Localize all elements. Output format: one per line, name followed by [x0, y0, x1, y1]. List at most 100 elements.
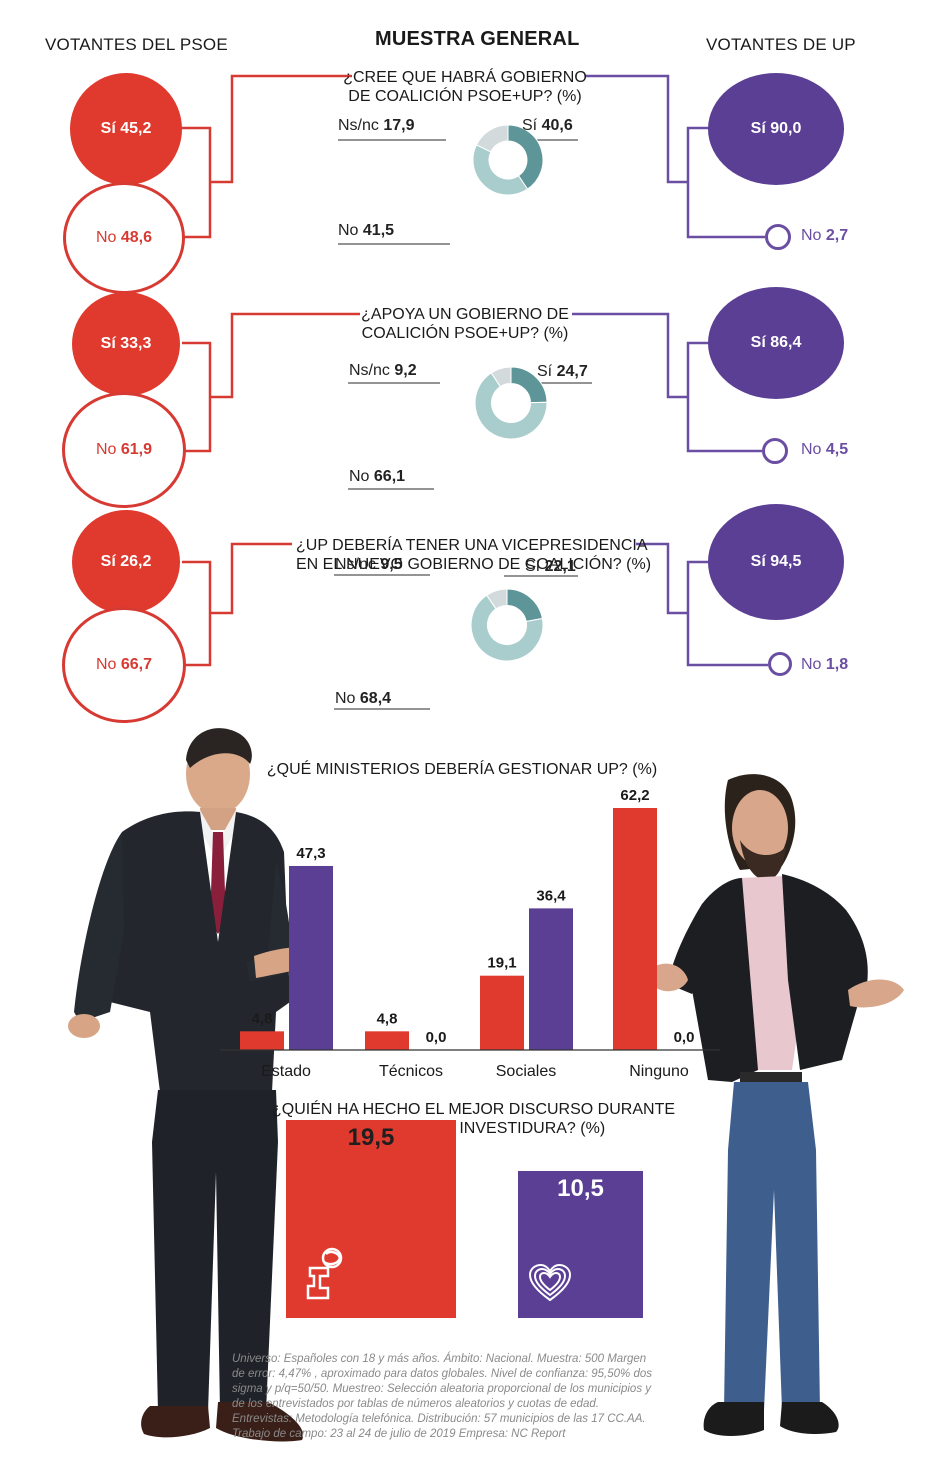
q2-title-line1: ¿APOYA UN GOBIERNO DE [361, 306, 569, 323]
q1-up-no-value: 2,7 [825, 227, 849, 244]
q2-title: ¿APOYA UN GOBIERNO DE COALICIÓN PSOE+UP?… [355, 305, 575, 343]
bar-ninguno-series1 [613, 808, 657, 1050]
q3-up-no: No 1,8 [801, 656, 848, 674]
article-column-edge [932, 0, 940, 1481]
bar-value-label: 4,8 [252, 1010, 273, 1027]
q2-psoe-no-circle: No 61,9 [62, 392, 186, 508]
ministries-title: ¿QUÉ MINISTERIOS DEBERÍA GESTIONAR UP? (… [266, 761, 658, 778]
bar-value-label: 36,4 [536, 887, 566, 904]
q3-title: ¿UP DEBERÍA TENER UNA VICEPRESIDENCIA EN… [296, 536, 652, 574]
q1-title-line1: ¿CREE QUE HABRÁ GOBIERNO [343, 69, 587, 86]
psoe-voters-header: VOTANTES DEL PSOE [45, 35, 228, 54]
donut-slice-s [506, 588, 543, 623]
donut-slice-no [474, 372, 548, 440]
up-voters-header: VOTANTES DE UP [706, 35, 856, 54]
donut-slice-no [472, 144, 529, 196]
ministries-bar-chart: 4,8 47,3 Estado 4,8 0,0 Técnicos 19,1 36,4 Socia… [220, 787, 720, 1080]
q3-up-si-circle: Sí 94,5 [708, 504, 844, 620]
q3-up-no-circle [768, 652, 792, 676]
q3-donut-chart [470, 588, 544, 662]
donut-slice-nsnc [486, 588, 508, 610]
q1-up-no-label: No [801, 227, 822, 244]
q3-no-label: No [335, 690, 356, 707]
q3-general-no: No 68,4 [335, 690, 391, 708]
q2-psoe-si-value: 33,3 [120, 335, 152, 352]
q2-psoe-si-label: Sí [100, 335, 116, 352]
q1-general-no: No 41,5 [338, 222, 394, 240]
pedro-sanchez-photo [68, 728, 320, 1442]
q1-up-no: No 2,7 [801, 227, 848, 245]
q1-donut-chart [472, 124, 544, 196]
q1-up-si-circle: Sí 90,0 [708, 73, 844, 185]
q1-no-value: 41,5 [362, 222, 395, 239]
q3-up-no-label: No [801, 656, 822, 673]
connector-lines [182, 74, 768, 710]
donut-slice-nsnc [475, 124, 509, 153]
q1-title: ¿CREE QUE HABRÁ GOBIERNO DE COALICIÓN PS… [340, 68, 590, 106]
bar-value-label: 62,2 [620, 787, 649, 804]
q2-title-line2: COALICIÓN PSOE+UP? (%) [361, 325, 569, 342]
q1-psoe-no-label: No [95, 229, 117, 246]
q1-psoe-no-circle: No 48,6 [63, 182, 185, 294]
q2-no-value: 66,1 [373, 468, 406, 485]
bar-sociales-series2 [529, 908, 573, 1050]
category-label: Ninguno [629, 1063, 689, 1080]
bar-técnicos-series1 [365, 1031, 409, 1050]
q1-title-line2: DE COALICIÓN PSOE+UP? (%) [348, 88, 582, 105]
q2-nsnc-label: Ns/nc [349, 362, 390, 379]
bar-value-label: 19,1 [487, 955, 516, 972]
donut-slice-s [507, 124, 544, 190]
q3-nsnc-label: Ns/nc [335, 556, 376, 573]
category-label: Sociales [496, 1063, 556, 1080]
q3-up-si-value: 94,5 [770, 553, 802, 570]
q2-si-value: 24,7 [556, 363, 588, 380]
bar-estado-series1 [240, 1031, 284, 1050]
bar-value-label: 0,0 [674, 1029, 695, 1046]
q2-up-si-label: Sí [750, 334, 766, 351]
q3-title-line1: ¿UP DEBERÍA TENER UNA VICEPRESIDENCIA [296, 537, 648, 554]
q2-up-no-value: 4,5 [825, 441, 849, 458]
q1-nsnc-label: Ns/nc [338, 117, 379, 134]
q2-psoe-no-value: 61,9 [120, 441, 153, 458]
category-label: Técnicos [379, 1063, 443, 1080]
donut-slice-nsnc [490, 366, 512, 388]
q3-psoe-si-circle: Sí 26,2 [72, 510, 180, 614]
q1-psoe-si-value: 45,2 [120, 120, 152, 137]
q3-nsnc-value: 9,5 [380, 556, 403, 573]
q2-up-si-value: 86,4 [770, 334, 802, 351]
speech-up-value: 10,5 [557, 1174, 604, 1202]
bar-estado-series2 [289, 865, 333, 1050]
bar-sociales-series1 [480, 975, 524, 1050]
q1-up-si-label: Sí [750, 120, 766, 137]
general-sample-header: MUESTRA GENERAL [375, 28, 580, 50]
q1-up-no-circle [765, 224, 791, 250]
q1-psoe-no-value: 48,6 [120, 229, 153, 246]
q2-psoe-no-label: No [95, 441, 117, 458]
q1-no-label: No [338, 222, 359, 239]
q1-si-label: Sí [522, 117, 538, 134]
q3-psoe-no-circle: No 66,7 [62, 607, 186, 723]
q3-no-value: 68,4 [359, 690, 392, 707]
q3-general-nsnc: Ns/nc 9,5 [335, 556, 403, 574]
pablo-iglesias-photo [652, 774, 904, 1436]
q2-general-si: Sí 24,7 [537, 363, 588, 381]
q3-title-line2: EN EL NUEVO GOBIERNO DE COALICIÓN? (%) [296, 556, 652, 573]
q3-si-value: 22,1 [544, 558, 576, 575]
q2-up-no-circle [762, 438, 788, 464]
q2-si-label: Sí [537, 363, 553, 380]
q3-up-si-label: Sí [750, 553, 766, 570]
q1-general-si: Sí 40,6 [522, 117, 573, 135]
q1-up-si-value: 90,0 [770, 120, 802, 137]
q2-up-no: No 4,5 [801, 441, 848, 459]
q1-psoe-si-label: Sí [100, 120, 116, 137]
q2-up-si-circle: Sí 86,4 [708, 287, 844, 399]
speech-psoe-value: 19,5 [347, 1124, 395, 1151]
q3-si-label: Sí [525, 558, 541, 575]
q2-psoe-si-circle: Sí 33,3 [72, 292, 180, 396]
bar-value-label: 4,8 [377, 1010, 398, 1027]
donut-slice-no [470, 594, 544, 662]
category-label: Estado [261, 1063, 311, 1080]
q3-general-si: Sí 22,1 [525, 558, 576, 576]
podemos-heart-logo-icon [528, 1263, 572, 1302]
q2-nsnc-value: 9,2 [394, 362, 417, 379]
